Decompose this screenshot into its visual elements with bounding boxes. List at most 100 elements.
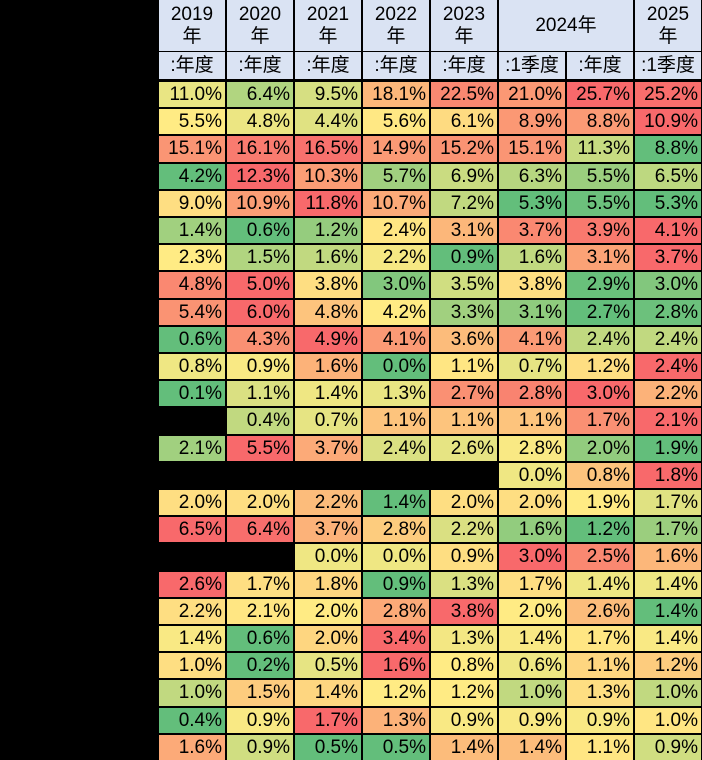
heatmap-cell: 14.9%: [363, 136, 429, 162]
heatmap-cell: 1.6%: [363, 653, 429, 679]
heatmap-cell: 1.9%: [567, 490, 633, 516]
heatmap-cell: 1.1%: [431, 354, 497, 380]
heatmap-cell: 5.3%: [635, 190, 701, 216]
heatmap-cell: 6.9%: [431, 163, 497, 189]
heatmap-cell: 2.0%: [499, 490, 565, 516]
heatmap-cell: 2.4%: [567, 326, 633, 352]
heatmap-cell: 16.5%: [295, 136, 361, 162]
heatmap-cell: 3.7%: [295, 435, 361, 461]
heatmap-cell: 0.6%: [159, 326, 225, 352]
heatmap-cell: 2.1%: [227, 598, 293, 624]
heatmap-cell: 2.2%: [159, 598, 225, 624]
heatmap-cell: 2.4%: [363, 218, 429, 244]
heatmap-cell: 8.8%: [567, 109, 633, 135]
heatmap-cell: 0.9%: [567, 707, 633, 733]
year-header-text: 2023: [442, 3, 486, 25]
heatmap-cell: 21.0%: [499, 82, 565, 108]
heatmap-cell: 9.0%: [159, 190, 225, 216]
heatmap-cell: 4.8%: [295, 299, 361, 325]
heatmap-cell: 16.1%: [227, 136, 293, 162]
heatmap-cell: 3.7%: [635, 245, 701, 271]
heatmap-cell: 15.1%: [159, 136, 225, 162]
year-header-text: 年: [250, 25, 270, 47]
heatmap-cell: 15.1%: [499, 136, 565, 162]
heatmap-cell: 2.0%: [431, 490, 497, 516]
heatmap-cell: 1.5%: [227, 245, 293, 271]
heatmap-cell: 1.7%: [227, 571, 293, 597]
heatmap-cell: 2.8%: [635, 299, 701, 325]
heatmap-cell: 1.7%: [499, 571, 565, 597]
heatmap-cell: 2.6%: [431, 435, 497, 461]
heatmap-cell: 0.7%: [499, 354, 565, 380]
period-header: :年度: [567, 52, 633, 79]
heatmap-cell: 6.0%: [227, 299, 293, 325]
heatmap-cell: 1.0%: [499, 680, 565, 706]
heatmap-cell: 2.8%: [499, 381, 565, 407]
heatmap-cell: 10.7%: [363, 190, 429, 216]
heatmap-cell: 6.4%: [227, 82, 293, 108]
heatmap-cell: 1.8%: [295, 571, 361, 597]
heatmap-cell: 3.0%: [567, 381, 633, 407]
heatmap-cell: 25.7%: [567, 82, 633, 108]
heatmap-cell: 7.2%: [431, 190, 497, 216]
heatmap-cell: 2.1%: [635, 408, 701, 434]
heatmap-cell: 0.4%: [227, 408, 293, 434]
heatmap-cell: 1.3%: [431, 626, 497, 652]
heatmap-cell: 3.1%: [499, 299, 565, 325]
heatmap-cell: 2.0%: [159, 490, 225, 516]
heatmap-cell: 2.0%: [295, 598, 361, 624]
heatmap-cell: 11.3%: [567, 136, 633, 162]
heatmap-cell: 6.4%: [227, 517, 293, 543]
heatmap-cell: 4.3%: [227, 326, 293, 352]
heatmap-cell: 5.0%: [227, 272, 293, 298]
heatmap-cell: 0.1%: [159, 381, 225, 407]
heatmap-cell: 6.3%: [499, 163, 565, 189]
heatmap-cell: 2.8%: [363, 517, 429, 543]
heatmap-cell: 1.3%: [567, 680, 633, 706]
year-header-text: 2024年: [535, 14, 597, 36]
heatmap-cell: 2.6%: [159, 571, 225, 597]
year-header-text: 年: [386, 25, 406, 47]
heatmap-cell: 1.4%: [295, 680, 361, 706]
heatmap-cell: 1.6%: [499, 245, 565, 271]
heatmap-cell: 1.4%: [499, 626, 565, 652]
heatmap-cell: 10.9%: [635, 109, 701, 135]
heatmap-cell: 2.8%: [363, 598, 429, 624]
heatmap-cell: 15.2%: [431, 136, 497, 162]
period-header: :年度: [159, 52, 225, 79]
year-header-text: 2019: [170, 3, 214, 25]
year-header-text: 2025: [646, 3, 690, 25]
heatmap-cell: 0.9%: [227, 354, 293, 380]
heatmap-cell: 2.0%: [567, 435, 633, 461]
heatmap-cell: 1.4%: [363, 490, 429, 516]
heatmap-cell: 11.0%: [159, 82, 225, 108]
heatmap-cell: 1.4%: [635, 626, 701, 652]
heatmap-cell: 5.5%: [227, 435, 293, 461]
year-header-text: 年: [318, 25, 338, 47]
heatmap-cell: 2.4%: [635, 354, 701, 380]
heatmap-cell: 1.7%: [635, 490, 701, 516]
year-header-text: 2022: [374, 3, 418, 25]
heatmap-cell: 1.2%: [363, 680, 429, 706]
heatmap-cell: 0.9%: [363, 571, 429, 597]
year-header: 2022 年: [363, 0, 429, 51]
heatmap-cell: 18.1%: [363, 82, 429, 108]
heatmap-cell: 1.7%: [635, 517, 701, 543]
heatmap-cell: 2.7%: [567, 299, 633, 325]
period-header: :1季度: [499, 52, 565, 79]
heatmap-cell: 6.1%: [431, 109, 497, 135]
heatmap-cell: 3.1%: [567, 245, 633, 271]
heatmap-cell: 12.3%: [227, 163, 293, 189]
heatmap-cell: 2.3%: [159, 245, 225, 271]
heatmap-cell: 1.7%: [295, 707, 361, 733]
heatmap-cell: 3.8%: [499, 272, 565, 298]
heatmap-cell: 1.3%: [363, 381, 429, 407]
heatmap-cell: 0.6%: [499, 653, 565, 679]
heatmap-cell: 1.1%: [363, 408, 429, 434]
year-header-text: 年: [658, 25, 678, 47]
heatmap-cell: 3.5%: [431, 272, 497, 298]
heatmap-cell: 2.2%: [363, 245, 429, 271]
heatmap-cell: 1.8%: [635, 462, 701, 488]
heatmap-cell: 3.0%: [635, 272, 701, 298]
heatmap-cell: 3.8%: [431, 598, 497, 624]
